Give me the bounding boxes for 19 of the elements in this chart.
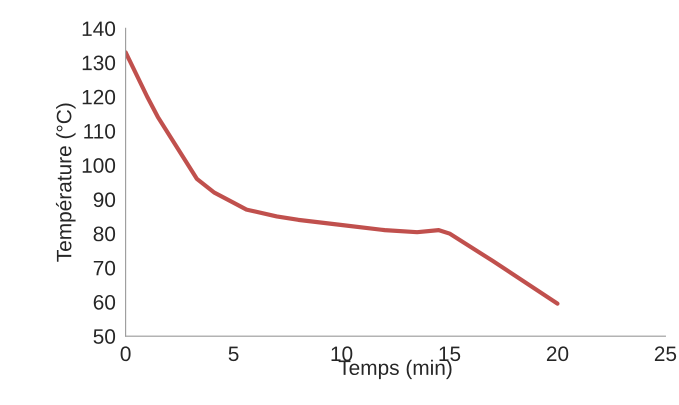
x-tick-label: 25 bbox=[654, 346, 676, 362]
x-tick-label: 10 bbox=[332, 346, 352, 362]
y-tick-label: 130 bbox=[82, 56, 116, 70]
y-tick-label: 90 bbox=[94, 192, 116, 208]
y-axis-title: Température (°C) bbox=[56, 104, 76, 262]
x-tick-label: 5 bbox=[228, 346, 238, 362]
x-tick-label: 0 bbox=[120, 346, 131, 362]
y-tick-label: 70 bbox=[94, 260, 116, 276]
line-series bbox=[126, 50, 560, 306]
y-tick-label: 60 bbox=[94, 294, 116, 310]
y-tick-label: 100 bbox=[82, 158, 116, 173]
x-tick-label: 15 bbox=[440, 346, 460, 362]
y-tick-label: 140 bbox=[82, 21, 116, 36]
x-tick-label: 20 bbox=[546, 346, 568, 362]
y-tick-label: 110 bbox=[84, 124, 116, 139]
y-tick-label: 80 bbox=[94, 226, 116, 242]
y-tick-label: 50 bbox=[94, 329, 116, 344]
y-tick-label: 120 bbox=[82, 90, 116, 105]
x-axis-title: Temps (min) bbox=[338, 360, 452, 380]
